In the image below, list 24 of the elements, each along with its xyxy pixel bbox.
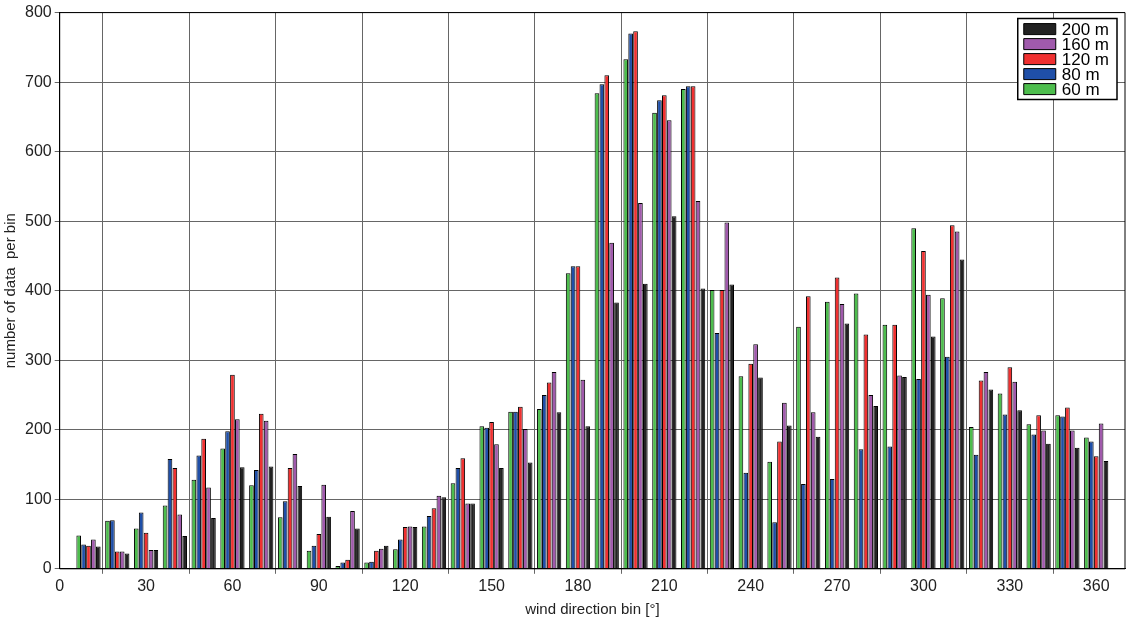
y-tick-label: 800 xyxy=(24,3,52,21)
x-tick-label: 270 xyxy=(823,576,851,594)
y-tick-label: 300 xyxy=(24,350,52,368)
x-tick-label: 210 xyxy=(650,576,678,594)
x-tick-label: 60 xyxy=(223,576,242,594)
y-tick-label: 100 xyxy=(24,489,52,507)
y-tick-label: 700 xyxy=(24,72,52,90)
y-tick-label: 0 xyxy=(42,559,52,577)
x-tick-label: 360 xyxy=(1082,576,1110,594)
x-tick-label: 330 xyxy=(996,576,1024,594)
y-axis-title: number of data per bin xyxy=(1,213,19,369)
y-tick-label: 200 xyxy=(24,420,52,438)
x-tick-label: 150 xyxy=(478,576,506,594)
x-tick-label: 240 xyxy=(737,576,765,594)
x-tick-label: 300 xyxy=(910,576,937,594)
x-tick-label: 180 xyxy=(564,576,592,594)
y-tick-label: 600 xyxy=(24,142,52,160)
x-axis-title: wind direction bin [°] xyxy=(524,600,660,618)
x-tick-label: 0 xyxy=(55,576,65,594)
x-tick-label: 30 xyxy=(137,576,156,594)
y-tick-label: 500 xyxy=(24,211,52,229)
y-tick-label: 400 xyxy=(24,281,52,299)
x-tick-label: 90 xyxy=(309,576,328,594)
x-tick-label: 120 xyxy=(391,576,419,594)
